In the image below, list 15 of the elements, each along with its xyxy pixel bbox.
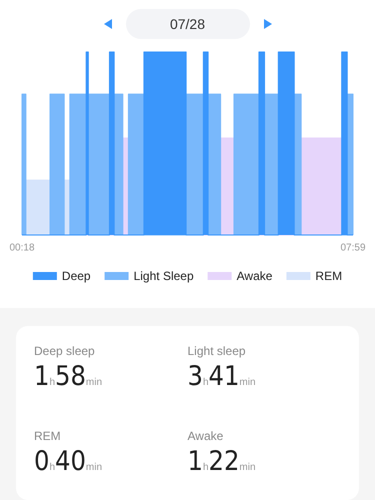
text: REM — [34, 429, 62, 443]
legend-label: Light Sleep — [134, 269, 194, 283]
text: Awake — [188, 429, 224, 443]
legend-label: REM — [315, 269, 342, 283]
x-tick-label: 00:18 — [9, 242, 35, 254]
text: 0h40min — [34, 446, 102, 477]
text: 1h58min — [34, 361, 102, 392]
text: 3h41min — [188, 361, 256, 392]
x-tick-label: 07:59 — [340, 242, 366, 254]
legend-label: Awake — [236, 269, 273, 283]
chart-title: 07/28 — [126, 9, 250, 39]
text: 1h22min — [188, 446, 256, 477]
text: Light sleep — [188, 344, 247, 358]
text: Deep sleep — [34, 344, 96, 358]
legend-label: Deep — [62, 269, 91, 283]
